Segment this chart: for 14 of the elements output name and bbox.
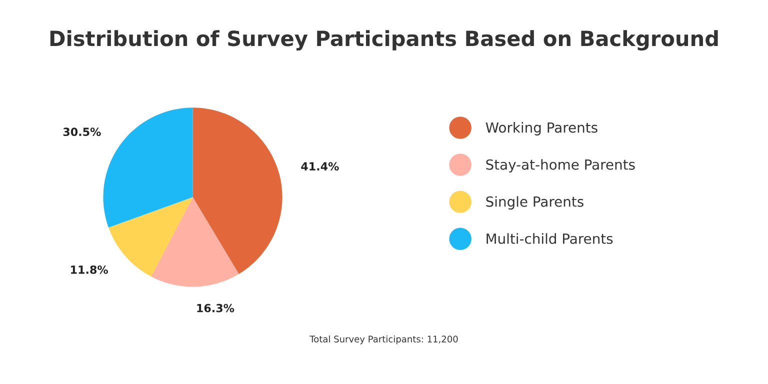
data-label: 30.5% xyxy=(63,128,101,136)
data-label: 16.3% xyxy=(197,304,234,312)
legend-label: Stay-at-home Parents xyxy=(486,159,635,173)
data-label: 41.4% xyxy=(301,162,339,171)
chart-title: Distribution of Survey Participants Based on Background xyxy=(50,30,718,50)
pie-slice xyxy=(103,108,193,228)
pie-slice xyxy=(151,197,239,287)
legend-label: Working Parents xyxy=(486,122,598,136)
legend-label: Multi-child Parents xyxy=(486,233,613,244)
legend-label: Single Parents xyxy=(486,196,584,210)
text: Total Survey Participants: 11,200 xyxy=(310,335,458,344)
pie-slice xyxy=(192,108,282,274)
data-label: 11.8% xyxy=(71,266,108,274)
pie-slice xyxy=(108,197,193,276)
